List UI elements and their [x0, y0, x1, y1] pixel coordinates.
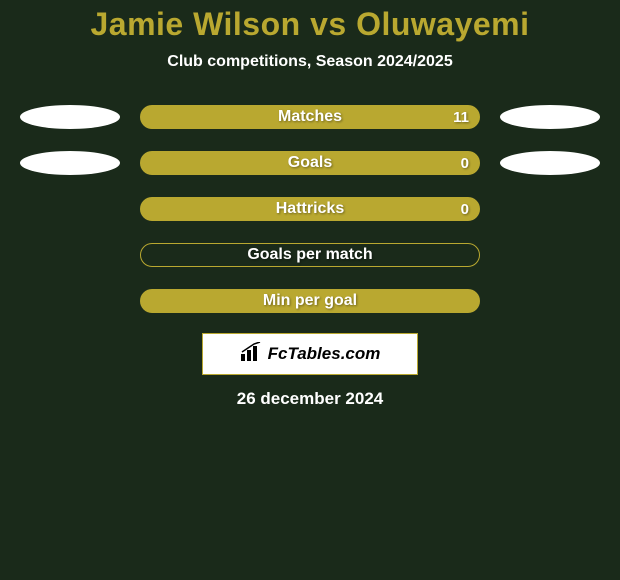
stat-value: 0 — [461, 152, 469, 174]
chart-icon — [240, 342, 262, 367]
stat-value: 0 — [461, 198, 469, 220]
logo-text: FcTables.com — [268, 344, 381, 364]
left-ellipse — [20, 105, 120, 129]
stat-bar-goals-per-match: Goals per match — [140, 243, 480, 267]
stat-bar-matches: Matches 11 — [140, 105, 480, 129]
stat-row: Matches 11 — [0, 103, 620, 131]
date-text: 26 december 2024 — [0, 389, 620, 409]
stat-label: Min per goal — [141, 290, 479, 312]
stat-row: Goals 0 — [0, 149, 620, 177]
subtitle: Club competitions, Season 2024/2025 — [0, 53, 620, 71]
stat-bar-hattricks: Hattricks 0 — [140, 197, 480, 221]
right-ellipse — [500, 105, 600, 129]
right-ellipse — [500, 151, 600, 175]
page-title: Jamie Wilson vs Oluwayemi — [0, 0, 620, 43]
stat-bar-min-per-goal: Min per goal — [140, 289, 480, 313]
stat-row: Goals per match — [0, 241, 620, 269]
stat-row: Hattricks 0 — [0, 195, 620, 223]
stat-row: Min per goal — [0, 287, 620, 315]
stat-value: 11 — [453, 106, 469, 128]
stat-label: Goals — [141, 152, 479, 174]
comparison-infographic: Jamie Wilson vs Oluwayemi Club competiti… — [0, 0, 620, 580]
left-ellipse — [20, 151, 120, 175]
stat-label: Matches — [141, 106, 479, 128]
stat-bar-goals: Goals 0 — [140, 151, 480, 175]
stat-label: Hattricks — [141, 198, 479, 220]
stat-rows: Matches 11 Goals 0 Hattricks 0 — [0, 103, 620, 315]
stat-label: Goals per match — [141, 244, 479, 266]
logo-box: FcTables.com — [202, 333, 418, 375]
